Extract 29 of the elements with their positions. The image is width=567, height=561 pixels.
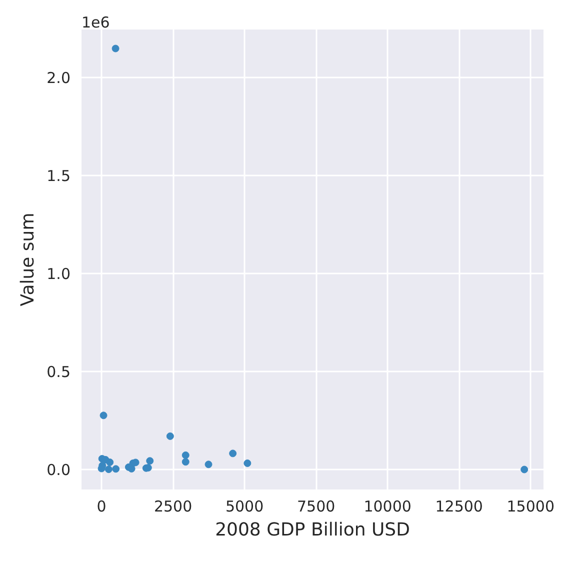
x-tick-label: 10000	[364, 498, 412, 516]
point	[106, 458, 114, 466]
point	[98, 462, 106, 470]
y-tick-label: 1.5	[46, 167, 71, 186]
point	[146, 457, 154, 465]
annotation: 1e6	[82, 14, 110, 32]
point	[204, 460, 212, 468]
point	[112, 44, 120, 52]
point	[112, 465, 120, 473]
y-tick-label: 0.5	[46, 363, 71, 382]
x-tick-label: 5000	[225, 498, 264, 516]
y-axis-title: Value sum	[18, 212, 39, 306]
x-tick-label: 7500	[296, 498, 336, 516]
point	[100, 412, 108, 420]
point	[182, 458, 190, 466]
x-tick-label: 0	[96, 498, 106, 516]
point	[229, 450, 237, 458]
y-tick-label: 1.0	[46, 265, 71, 284]
x-tick-label: 12500	[435, 498, 483, 516]
point	[244, 459, 252, 467]
point	[520, 466, 528, 474]
y-tick-label: 0.0	[46, 461, 71, 480]
point	[166, 432, 174, 440]
y-tick-label: 2.0	[46, 69, 71, 88]
point	[104, 466, 112, 474]
point	[182, 451, 190, 459]
x-tick-label: 2500	[154, 498, 192, 516]
x-axis-title: 2008 GDP Billion USD	[215, 520, 410, 540]
x-tick-label: 15000	[506, 498, 554, 516]
